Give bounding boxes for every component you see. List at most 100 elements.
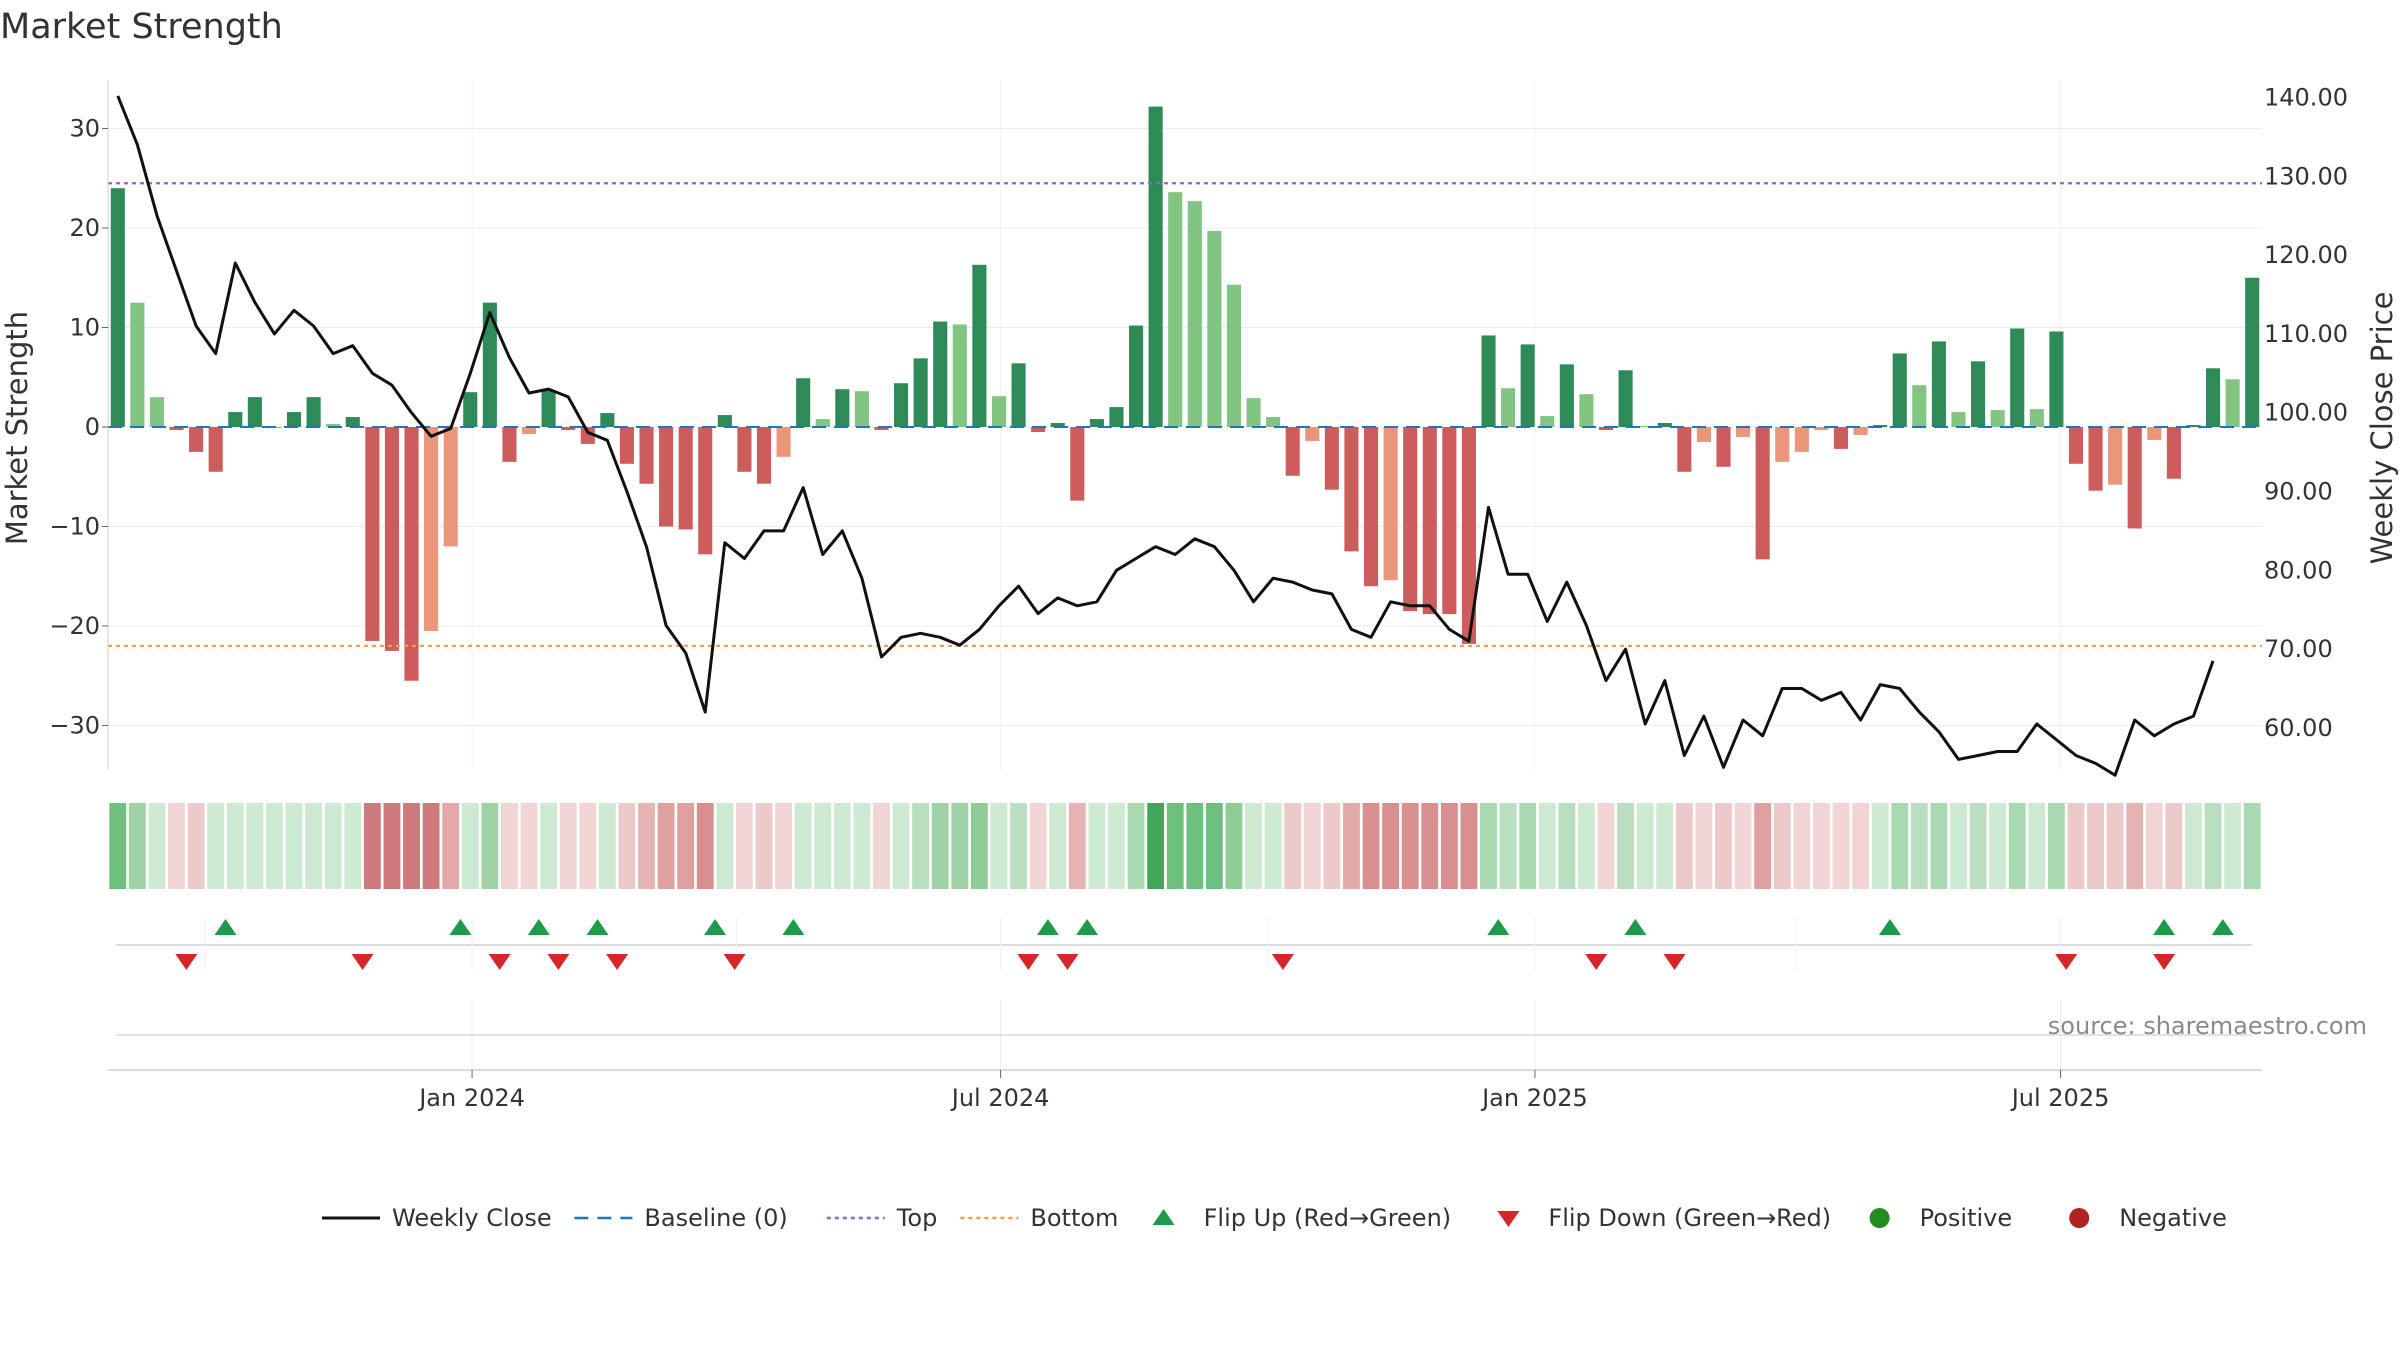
strength-tile [1245,803,1262,889]
strength-bar [404,427,419,681]
strength-tile [442,803,460,889]
strength-bar [1422,427,1437,615]
legend-item: Baseline (0) [574,1204,788,1232]
legend-positive-icon [1869,1208,1890,1228]
strength-tile [1108,803,1125,889]
strength-tile [696,803,714,889]
strength-bar [482,302,497,427]
strength-bar [1363,427,1379,587]
flip-down-marker [2153,954,2176,970]
x-tick-label: Jan 2024 [417,1084,525,1112]
strength-tile [2204,803,2222,889]
legend-label: Flip Down (Green→Red) [1548,1204,1831,1232]
flip-up-marker [1878,919,1901,935]
strength-tile [1010,803,1027,889]
strength-tile [1656,803,1674,889]
strength-tile [1852,803,1869,889]
flip-down-marker [2055,954,2078,970]
strength-tile [226,803,244,889]
flip-down-marker [1017,954,1040,970]
strength-tile [246,803,264,889]
strength-bar [561,427,576,430]
strength-bar [1011,363,1026,427]
axis-layer: −30 −20 −10 0 10 20 30 60.00 70.00 80.00 90.00 100.… [49,80,2348,770]
strength-tile [1930,803,1948,889]
strength-bar [2088,427,2103,491]
strength-tile [481,803,499,889]
strength-bar [110,188,125,427]
legend-item: Negative [2069,1204,2227,1232]
strength-tile [168,803,185,889]
legend-label: Positive [1920,1204,2013,1232]
strength-tile [2067,803,2085,889]
y-axis-left-title: Market Strength [0,311,34,545]
strength-bar [1050,423,1065,427]
y-right-tick-label: 70.00 [2264,635,2333,663]
flip-down-marker [175,954,198,970]
y-right-tick-label: 140.00 [2264,84,2348,112]
strength-bar [1579,394,1594,427]
flip-down-marker [351,954,374,970]
strength-bar [189,427,204,452]
strength-bar [149,397,165,427]
strength-bar [1442,427,1457,615]
strength-tile [2008,803,2026,889]
strength-bar [365,427,380,641]
strength-tile [2243,803,2261,889]
strength-tile [1480,803,1497,889]
strength-tile [559,803,577,889]
strength-tile [1264,803,1282,889]
strength-bar [1128,325,1144,427]
strength-bar [1031,427,1046,432]
strength-bar [2166,427,2181,479]
flip-up-marker [2211,919,2234,935]
strength-bar [1070,427,1085,501]
strength-bar [933,321,948,427]
strength-tile [2165,803,2183,889]
x-tick-label: Jan 2025 [1480,1084,1588,1112]
reference-lines [108,182,2262,648]
strength-tile [1323,803,1341,889]
strength-bar [424,427,439,631]
y-right-tick-label: 110.00 [2264,320,2348,348]
strength-tile [324,803,342,889]
strength-bar [1324,427,1339,490]
strength-tile [951,803,969,889]
strength-tile [716,803,734,889]
strength-tile [1754,803,1772,889]
strength-tile [461,803,479,889]
y-left-tick-label: −20 [49,612,100,640]
strength-tile [187,803,205,889]
strength-bar [2127,427,2142,529]
strength-bar [1912,385,1927,427]
strength-tile [1597,803,1615,889]
strength-tile [1303,803,1321,889]
strength-bar [1618,370,1633,427]
legend-item: Top [826,1204,937,1232]
strength-tile [1029,803,1047,889]
strength-tile [1558,803,1576,889]
flip-down-marker [1663,954,1686,970]
y-left-tick-label: 0 [85,413,100,441]
strength-tile [931,803,949,889]
strength-bar [1168,192,1183,427]
flip-up-marker [782,919,805,935]
strength-bar [2186,425,2201,427]
y-left-tick-label: 30 [69,115,100,143]
strength-bar [2147,427,2162,440]
strength-bar [384,427,399,651]
strength-bar [1266,417,1281,427]
strength-tile [892,803,910,889]
strength-bar [2010,328,2025,427]
strength-bar [169,427,184,430]
strength-tile [1891,803,1909,889]
weekly-close-series [116,95,2215,777]
flip-down-marker [606,954,629,970]
y-right-tick-label: 120.00 [2264,241,2348,269]
strength-bar [1403,427,1418,612]
strength-tile [990,803,1008,889]
flip-up-marker [214,919,237,935]
strength-tile [735,803,753,889]
strength-bar [854,391,869,427]
strength-bar [1657,423,1672,427]
